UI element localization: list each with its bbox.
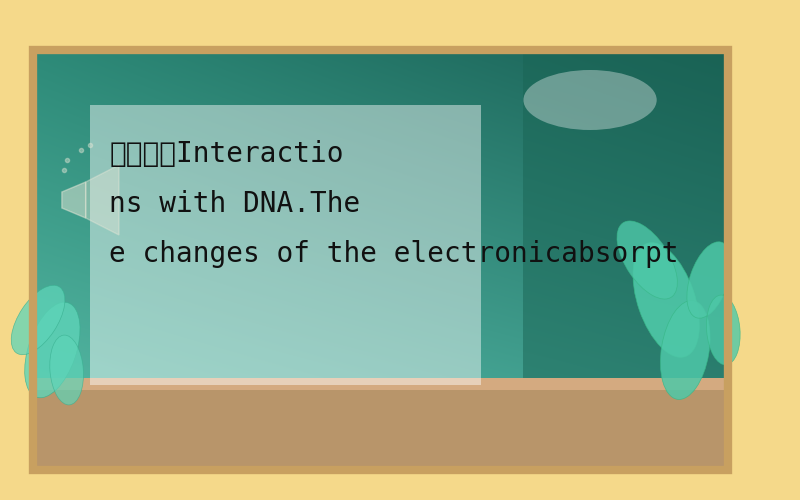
Text: e changes of the electronicabsorpt: e changes of the electronicabsorpt [110,240,679,268]
Ellipse shape [687,242,731,318]
Ellipse shape [50,335,83,405]
Text: 英语翻译Interactio: 英语翻译Interactio [110,140,344,168]
Polygon shape [62,182,86,218]
Bar [34,378,728,390]
Ellipse shape [25,302,80,398]
Ellipse shape [523,70,657,130]
Bar [523,50,728,470]
Text: ns with DNA.The: ns with DNA.The [110,190,361,218]
Ellipse shape [660,300,710,400]
Ellipse shape [617,221,678,299]
Bar [34,50,728,470]
Ellipse shape [633,242,699,358]
Ellipse shape [706,295,740,365]
Bar [34,390,728,470]
Bar [90,105,481,385]
Polygon shape [86,165,119,235]
Ellipse shape [11,286,65,354]
